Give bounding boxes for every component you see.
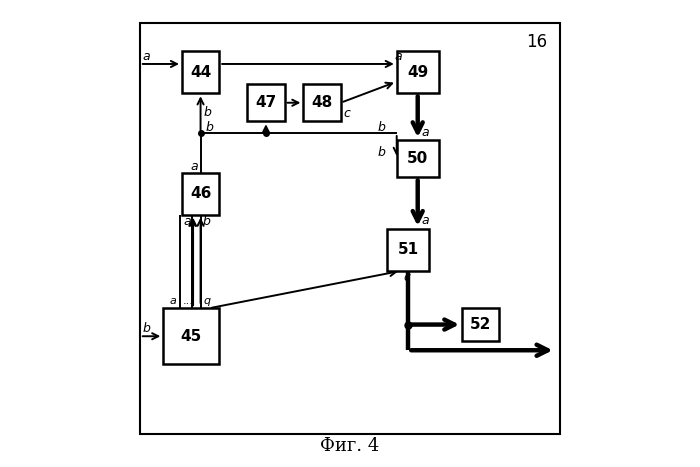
Text: 49: 49: [407, 65, 428, 80]
Bar: [387, 229, 429, 271]
Bar: [182, 173, 219, 215]
Text: b: b: [378, 121, 386, 134]
Text: a: a: [184, 215, 192, 228]
Bar: [303, 84, 341, 121]
Text: c: c: [343, 107, 350, 120]
Text: b: b: [205, 121, 213, 134]
Bar: [140, 23, 560, 434]
Text: q: q: [204, 296, 211, 305]
Text: 47: 47: [256, 95, 276, 110]
Text: b: b: [378, 147, 386, 159]
Text: ...: ...: [183, 296, 194, 305]
Text: Фиг. 4: Фиг. 4: [321, 437, 379, 455]
Text: c: c: [403, 271, 410, 284]
Text: 48: 48: [312, 95, 332, 110]
Text: b: b: [204, 106, 211, 119]
Text: 16: 16: [526, 33, 547, 51]
Text: 45: 45: [181, 329, 202, 344]
Text: 44: 44: [190, 65, 211, 80]
Text: 50: 50: [407, 151, 428, 166]
Text: 51: 51: [398, 242, 419, 257]
Bar: [182, 51, 219, 93]
Text: a: a: [170, 296, 177, 305]
Bar: [397, 140, 439, 177]
Text: b: b: [142, 322, 150, 335]
Text: b: b: [202, 215, 210, 228]
Text: a: a: [394, 50, 402, 63]
Text: 52: 52: [470, 317, 491, 332]
Text: a: a: [421, 126, 429, 139]
Bar: [163, 308, 219, 364]
Text: a: a: [190, 161, 198, 173]
Text: 46: 46: [190, 186, 211, 201]
Text: a: a: [142, 50, 150, 63]
Bar: [397, 51, 439, 93]
Bar: [247, 84, 285, 121]
Bar: [462, 308, 499, 341]
Text: a: a: [421, 214, 429, 227]
